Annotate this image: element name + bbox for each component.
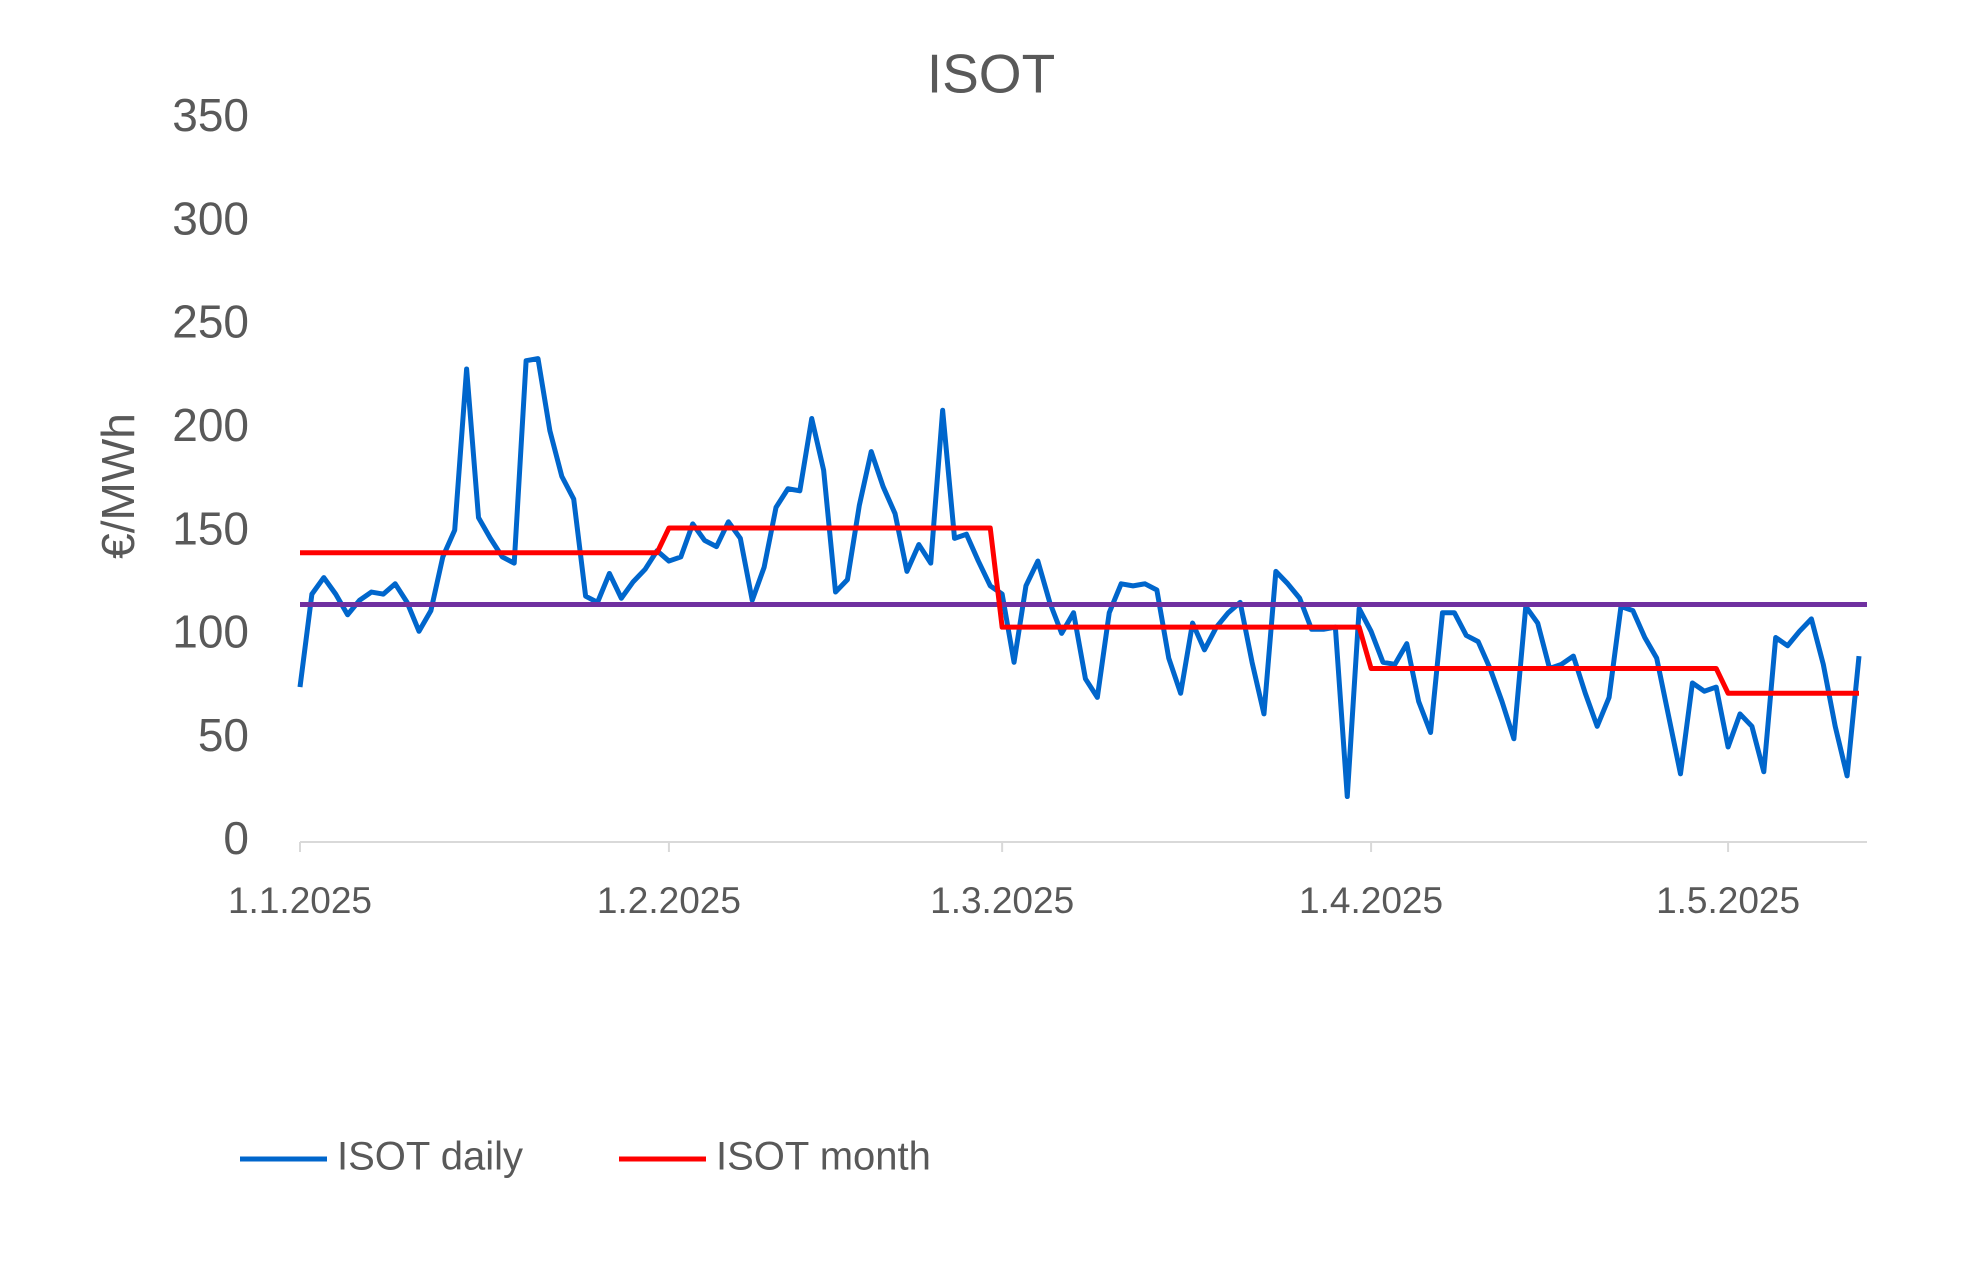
- y-tick-label: 350: [172, 89, 249, 141]
- y-tick-label: 300: [172, 192, 249, 244]
- y-tick-label: 0: [223, 812, 249, 864]
- legend-label: ISOT month: [716, 1135, 931, 1179]
- chart-title: ISOT: [927, 43, 1055, 105]
- x-tick-label: 1.4.2025: [1299, 880, 1443, 921]
- legend-label: ISOT daily: [337, 1135, 523, 1179]
- x-tick-label: 1.5.2025: [1656, 880, 1800, 921]
- x-tick-label: 1.1.2025: [228, 880, 372, 921]
- y-tick-label: 200: [172, 399, 249, 451]
- x-tick-label: 1.3.2025: [930, 880, 1074, 921]
- y-tick-label: 100: [172, 606, 249, 658]
- y-tick-label: 150: [172, 502, 249, 554]
- y-tick-label: 250: [172, 296, 249, 348]
- series-line: [300, 525, 1859, 696]
- y-tick-label: 50: [198, 709, 249, 761]
- y-axis-title: €/MWh: [92, 413, 144, 559]
- x-tick-label: 1.2.2025: [597, 880, 741, 921]
- series-line: [297, 356, 1862, 800]
